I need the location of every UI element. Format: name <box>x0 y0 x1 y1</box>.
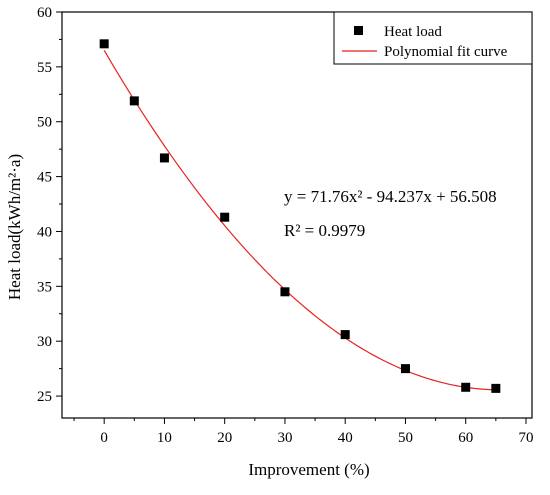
data-point <box>280 287 290 297</box>
data-point <box>400 364 410 374</box>
y-tick-label: 35 <box>37 279 52 295</box>
legend-label-fit-curve: Polynomial fit curve <box>384 44 508 60</box>
y-tick-label: 55 <box>37 60 52 76</box>
x-tick-label: 20 <box>217 430 232 446</box>
y-axis-title: Heat load(kWh/m²·a) <box>5 154 24 300</box>
r-squared-label: R² = 0.9979 <box>284 221 365 240</box>
polynomial-fit-curve <box>103 50 496 391</box>
heat-load-points <box>99 39 501 393</box>
x-tick-label: 0 <box>100 430 108 446</box>
legend-marker-heat-load <box>354 26 363 35</box>
x-tick-label: 50 <box>398 430 413 446</box>
data-point <box>220 212 230 222</box>
data-point <box>491 383 501 393</box>
legend: Heat load Polynomial fit curve <box>333 11 533 65</box>
data-point <box>129 96 139 106</box>
y-tick-label: 60 <box>37 5 52 21</box>
plot-frame <box>61 11 533 419</box>
x-tick-label: 30 <box>277 430 292 446</box>
y-minor-ticks <box>59 38 62 370</box>
y-tick-label: 40 <box>37 224 52 240</box>
legend-box <box>333 11 533 65</box>
data-point <box>461 382 471 392</box>
data-point <box>340 330 350 340</box>
y-tick-label: 30 <box>37 334 52 350</box>
data-point <box>99 39 109 49</box>
y-tick-label: 45 <box>37 170 52 186</box>
y-axis-ticks: 25 30 35 40 45 50 55 60 <box>37 5 62 405</box>
y-tick-label: 25 <box>37 389 52 405</box>
x-tick-label: 70 <box>518 430 533 446</box>
x-tick-label: 10 <box>157 430 172 446</box>
x-axis-title: Improvement (%) <box>248 460 369 479</box>
fit-equation-label: y = 71.76x² - 94.237x + 56.508 <box>284 187 497 206</box>
data-point <box>159 153 169 163</box>
x-axis-ticks: 0 10 20 30 40 50 60 70 <box>100 418 533 446</box>
x-tick-label: 60 <box>458 430 473 446</box>
x-tick-label: 40 <box>338 430 353 446</box>
y-tick-label: 50 <box>37 115 52 131</box>
legend-label-heat-load: Heat load <box>384 24 442 40</box>
